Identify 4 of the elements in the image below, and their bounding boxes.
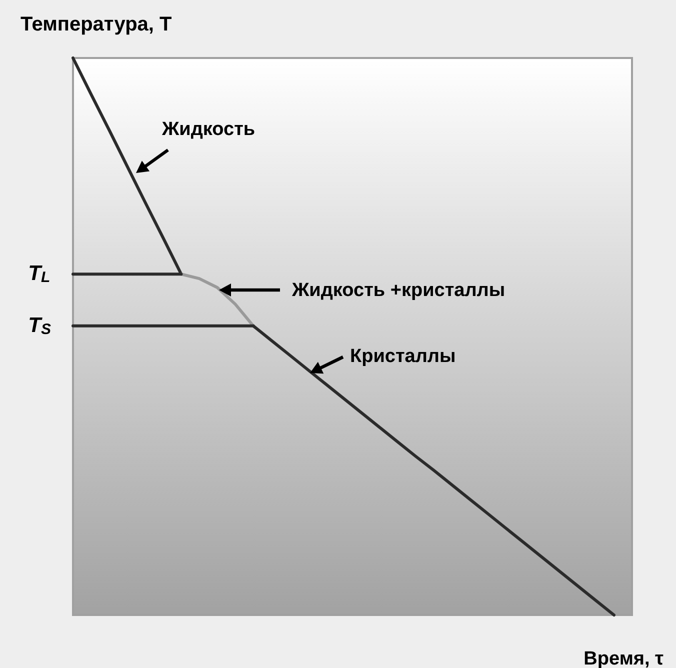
annotation: Жидкость +кристаллы (291, 280, 506, 301)
annotation: Жидкость (161, 119, 256, 140)
y-axis-title: Температура, T (20, 14, 172, 36)
annotation: Кристаллы (350, 346, 456, 367)
